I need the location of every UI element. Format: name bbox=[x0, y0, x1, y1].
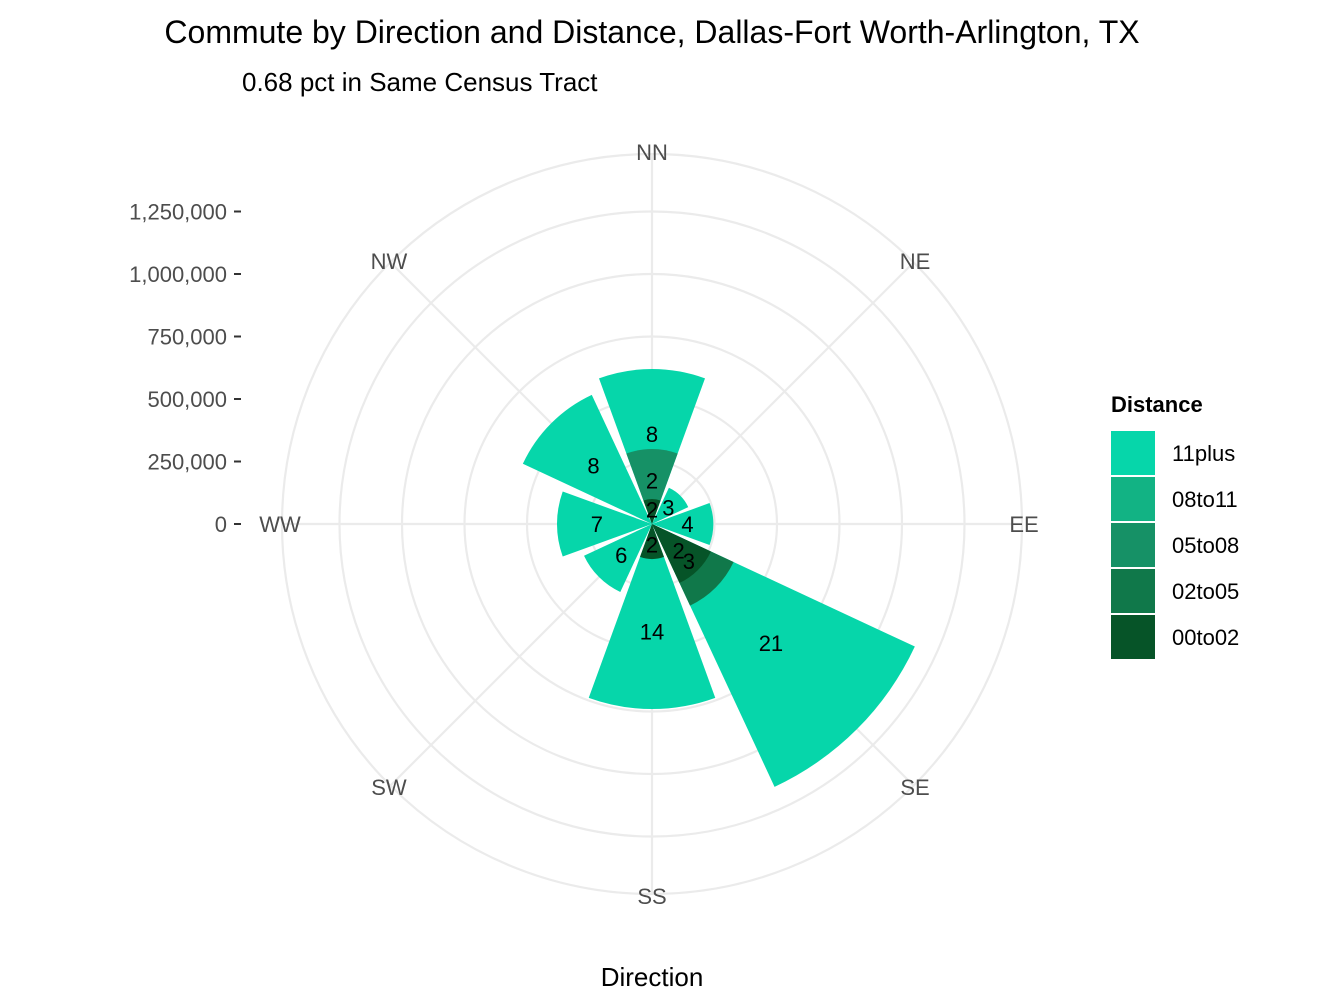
bar-se-00to02 bbox=[652, 524, 711, 583]
bar-label-nn-11plus: 8 bbox=[646, 422, 658, 447]
bar-sw-11plus bbox=[584, 524, 652, 592]
grid-spoke-ne bbox=[651, 261, 915, 525]
r-axis-tick-label: 0 bbox=[215, 512, 227, 537]
bar-label-nn-05to08: 2 bbox=[646, 469, 658, 494]
bar-label-ss-00to02: 2 bbox=[646, 532, 658, 557]
direction-label-nn: NN bbox=[636, 140, 668, 165]
legend-label-00to02: 00to02 bbox=[1172, 625, 1239, 650]
direction-label-se: SE bbox=[900, 775, 929, 800]
legend-label-05to08: 05to08 bbox=[1172, 533, 1239, 558]
r-axis-tick-label: 750,000 bbox=[147, 325, 227, 350]
bar-label-ee-11plus: 4 bbox=[681, 512, 693, 537]
bar-label-se-02to05: 3 bbox=[683, 549, 695, 574]
direction-labels: NN NE EE SE SS SW WW NW bbox=[259, 140, 1038, 909]
bar-label-se-11plus: 21 bbox=[759, 631, 783, 656]
bar-ss-11plus bbox=[588, 524, 716, 709]
legend-title: Distance bbox=[1111, 392, 1203, 417]
bar-ww-11plus bbox=[557, 491, 652, 557]
radial-axis: 0 250,000 500,000 750,000 1,000,000 1,250,000 bbox=[129, 200, 241, 537]
r-axis-tick-label: 500,000 bbox=[147, 387, 227, 412]
bar-nn-05to08 bbox=[626, 448, 678, 524]
r-axis-tick-label: 1,000,000 bbox=[129, 262, 227, 287]
direction-label-nw: NW bbox=[371, 249, 408, 274]
legend-label-08to11: 08to11 bbox=[1172, 487, 1238, 512]
legend: Distance 11plus 08to11 05to08 02to05 00to02 bbox=[1111, 392, 1239, 659]
direction-label-ee: EE bbox=[1009, 512, 1038, 537]
bar-nw-11plus bbox=[522, 394, 652, 524]
bar-nn-11plus bbox=[598, 369, 706, 524]
legend-swatch-08to11 bbox=[1111, 477, 1155, 521]
legend-swatch-02to05 bbox=[1111, 569, 1155, 613]
bar-nn-00to02 bbox=[643, 499, 661, 524]
r-axis-tick-label: 250,000 bbox=[147, 450, 227, 475]
bar-ss-00to02 bbox=[640, 524, 664, 560]
r-axis-tick-label: 1,250,000 bbox=[129, 200, 227, 225]
bar-se-11plus bbox=[652, 524, 915, 787]
bar-label-se-00to02: 2 bbox=[673, 539, 685, 564]
bar-label-nw-11plus: 8 bbox=[587, 454, 599, 479]
bar-label-sw-11plus: 6 bbox=[615, 543, 627, 568]
bar-label-ne-11plus: 3 bbox=[662, 496, 674, 521]
x-axis-title: Direction bbox=[601, 962, 704, 992]
bars-layer bbox=[522, 369, 915, 787]
legend-swatch-05to08 bbox=[1111, 523, 1155, 567]
direction-label-ww: WW bbox=[259, 512, 301, 537]
bar-label-ww-11plus: 7 bbox=[591, 512, 603, 537]
chart-title: Commute by Direction and Distance, Dalla… bbox=[164, 14, 1139, 50]
direction-label-ne: NE bbox=[900, 249, 931, 274]
bar-label-nn-00to02: 2 bbox=[646, 498, 658, 523]
legend-swatch-00to02 bbox=[1111, 615, 1155, 659]
direction-label-sw: SW bbox=[371, 775, 407, 800]
legend-label-11plus: 11plus bbox=[1172, 441, 1235, 466]
direction-label-ss: SS bbox=[637, 884, 666, 909]
bar-ee-11plus bbox=[652, 503, 714, 545]
legend-label-02to05: 02to05 bbox=[1172, 579, 1239, 604]
chart-subtitle: 0.68 pct in Same Census Tract bbox=[242, 67, 598, 97]
legend-swatch-11plus bbox=[1111, 431, 1155, 475]
bar-ne-11plus bbox=[652, 487, 689, 524]
bar-label-ss-11plus: 14 bbox=[640, 619, 664, 644]
